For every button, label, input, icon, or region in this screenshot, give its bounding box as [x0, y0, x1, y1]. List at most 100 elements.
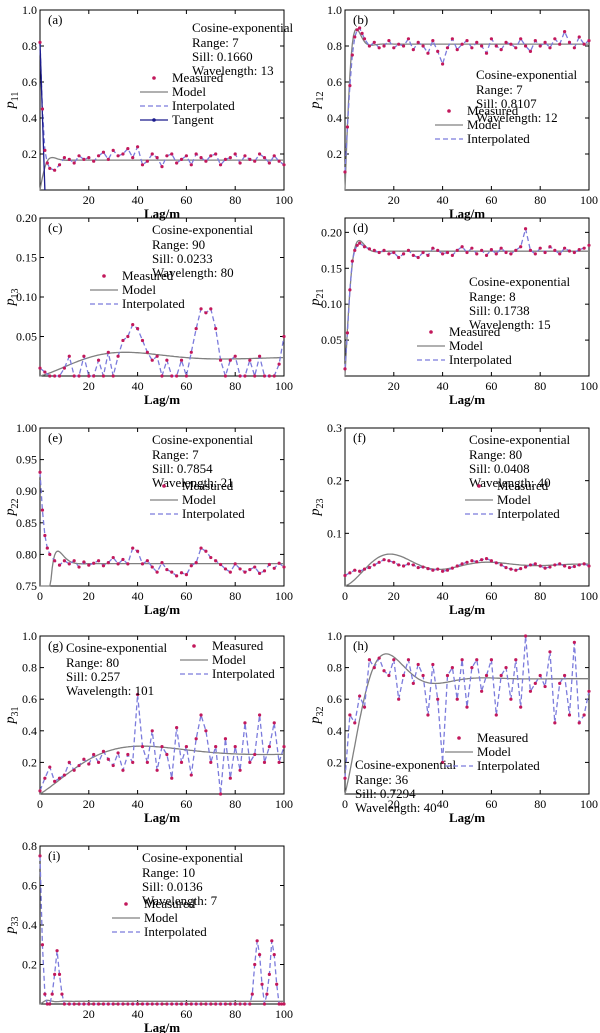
y-tick-label: 0.8 [22, 661, 37, 675]
x-tick-label: 100 [580, 193, 598, 207]
legend-label: Model [172, 84, 206, 99]
chart-panel-8: 0 20 40 60 80 100 0.2 0.4 0.6 0.8 1.0 Lag/m p32 (h) Co… [308, 629, 598, 825]
measured-point [145, 1002, 149, 1006]
measured-point [272, 721, 276, 725]
measured-point [57, 776, 62, 780]
legend-label: Measured [212, 638, 264, 653]
measured-point [533, 681, 537, 686]
measured-point [455, 248, 459, 252]
measured-point [199, 156, 203, 160]
measured-point [572, 46, 576, 50]
x-tick-label: 40 [437, 193, 449, 207]
legend-label: Tangent [172, 112, 214, 127]
measured-point [223, 737, 228, 741]
measured-point [243, 154, 247, 158]
measured-point [489, 248, 493, 252]
measured-point [150, 358, 154, 362]
measured-point [272, 566, 276, 570]
measured-point [533, 562, 537, 566]
measured-point [82, 1002, 86, 1006]
measured-point [460, 245, 464, 249]
measured-point [82, 157, 86, 161]
measured-point [92, 561, 96, 565]
measured-point [248, 1002, 252, 1006]
y-axis-label: p12 [308, 92, 326, 110]
x-tick-label: 40 [437, 379, 449, 393]
measured-point [355, 243, 359, 247]
legend-label: Model [182, 492, 216, 507]
measured-point [179, 358, 184, 362]
measured-point [382, 669, 386, 673]
measured-point [233, 354, 237, 358]
measured-point [170, 570, 174, 574]
measured-point [199, 546, 203, 550]
model-param: Wavelength: 40 [469, 475, 551, 490]
chart-panel-9: 20 40 60 80 100 0.2 0.4 0.6 0.8 Lag/m p33 (i) Cosine… [3, 839, 293, 1033]
measured-point [523, 227, 528, 231]
x-axis-label: Lag/m [449, 206, 485, 221]
legend-label: Measured [182, 478, 234, 493]
measured-point [267, 161, 271, 165]
measured-point [277, 362, 281, 366]
measured-point [218, 1002, 223, 1006]
y-tick-label: 1.0 [22, 629, 37, 643]
y-tick-label: 0.15 [321, 261, 342, 275]
legend-label: Model [144, 910, 178, 925]
y-tick-label: 0.2 [327, 147, 342, 161]
measured-point [248, 760, 252, 765]
measured-point [262, 760, 267, 765]
measured-point [67, 1002, 71, 1006]
x-tick-label: 100 [275, 1007, 293, 1021]
plot-frame [39, 635, 285, 795]
measured-point [218, 163, 223, 167]
measured-point [377, 46, 381, 50]
y-tick-label: 0.8 [22, 839, 37, 853]
x-tick-label: 40 [132, 797, 144, 811]
measured-point [179, 760, 184, 765]
model-param: Range: 8 [469, 289, 516, 304]
model-name: Cosine-exponential [152, 222, 253, 237]
measured-point [392, 250, 396, 255]
measured-point [267, 745, 271, 749]
measured-point [238, 567, 242, 571]
measured-point [367, 565, 371, 570]
measured-point [165, 1002, 169, 1006]
measured-point [62, 366, 66, 370]
measured-point [277, 1002, 281, 1006]
measured-point [82, 757, 86, 761]
measured-point [155, 768, 159, 772]
measured-point [150, 565, 154, 569]
measured-point [136, 145, 140, 149]
measured-point [411, 563, 415, 567]
x-tick-label: 60 [485, 589, 497, 603]
measured-point [475, 40, 479, 45]
measured-point [194, 327, 198, 331]
chart-panel-2: 20 40 60 80 100 0.2 0.4 0.6 0.8 1.0 Lag/m p12 (b) Cos… [308, 3, 598, 221]
measured-point [233, 152, 237, 156]
legend-label: Model [467, 117, 501, 132]
measured-point [416, 565, 420, 570]
measured-point [406, 37, 411, 41]
measured-point [43, 992, 47, 996]
measured-point [431, 568, 435, 572]
measured-point [238, 768, 242, 772]
measured-point [392, 46, 396, 50]
measured-point [77, 763, 81, 768]
measured-point [175, 161, 179, 165]
measured-point [136, 327, 140, 331]
measured-point [450, 666, 454, 670]
measured-point [77, 565, 81, 569]
model-param: Sill: 0.7294 [355, 786, 416, 801]
measured-point [353, 721, 357, 725]
measured-point [111, 555, 115, 560]
measured-point [343, 367, 347, 371]
measured-point [243, 570, 247, 574]
measured-point [194, 561, 198, 565]
measured-point [116, 354, 120, 358]
measured-point [209, 555, 213, 560]
y-tick-label: 0.2 [327, 474, 342, 488]
x-tick-label: 20 [83, 589, 95, 603]
x-tick-label: 100 [580, 797, 598, 811]
measured-point [272, 953, 276, 957]
y-tick-label: 0.6 [327, 692, 342, 706]
